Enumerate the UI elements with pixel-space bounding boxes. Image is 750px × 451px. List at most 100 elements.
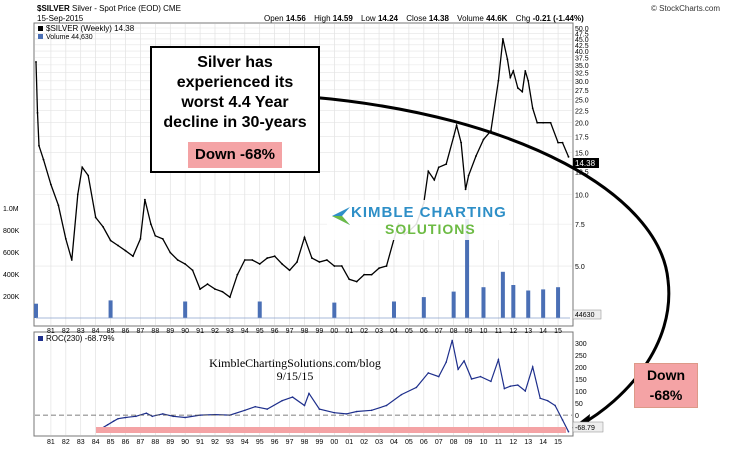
roc-legend: ROC(230) -68.79% — [46, 334, 114, 343]
roc-y-tick-label: 200 — [575, 365, 587, 372]
volume-y-tick-label: 600K — [3, 250, 20, 257]
roc-point — [567, 430, 570, 433]
roc-point — [470, 378, 473, 380]
price-y-tick-label: 10.0 — [575, 192, 589, 199]
roc-point — [303, 404, 306, 407]
open-label: Open — [264, 14, 284, 23]
price-point — [452, 135, 455, 138]
high-label: High — [314, 14, 331, 23]
price-point — [251, 259, 254, 261]
price-point — [184, 263, 187, 265]
price-point — [561, 141, 564, 144]
x-tick-label-bottom: 82 — [62, 439, 70, 446]
x-tick-label-top: 12 — [509, 328, 517, 335]
x-tick-label-bottom: 98 — [301, 439, 309, 446]
roc-point — [161, 413, 164, 415]
x-tick-label-top: 98 — [301, 328, 309, 335]
roc-point — [427, 372, 430, 374]
price-point — [236, 273, 239, 276]
roc-point — [385, 404, 388, 407]
side-callout-line-1: Down — [646, 367, 686, 383]
callout-down-badge: Down -68% — [188, 142, 282, 168]
x-tick-label-top: 15 — [554, 328, 562, 335]
price-point — [176, 259, 179, 261]
price-point — [433, 179, 436, 181]
price-panel-frame — [33, 22, 574, 327]
grid-lines — [35, 24, 572, 435]
price-y-tick-label: 17.5 — [575, 135, 589, 142]
price-last-tag-bg — [573, 158, 599, 168]
price-point — [509, 76, 512, 79]
price-point — [124, 249, 127, 252]
roc-point — [151, 415, 154, 418]
x-tick-label-top: 87 — [137, 328, 145, 335]
roc-point — [479, 375, 482, 378]
price-point — [258, 263, 261, 265]
roc-pink-band — [96, 427, 566, 433]
x-tick-label-top: 95 — [256, 328, 264, 335]
close-value: 14.38 — [428, 14, 449, 23]
x-tick-label-top: 97 — [286, 328, 294, 335]
volume-y-tick-label: 800K — [3, 228, 20, 235]
price-point — [191, 269, 194, 272]
price-point — [460, 141, 463, 144]
x-tick-label-bottom: 94 — [241, 439, 249, 446]
roc-point — [291, 396, 294, 398]
x-tick-label-top: 86 — [122, 328, 130, 335]
side-down-callout: Down -68% — [634, 363, 698, 408]
roc-point — [490, 380, 492, 383]
roc-point — [172, 415, 175, 418]
x-tick-label-top: 91 — [196, 328, 204, 335]
volume-bar — [332, 302, 337, 318]
x-tick-label-bottom: 02 — [360, 439, 368, 446]
price-y-tick-label: 32.5 — [575, 71, 589, 78]
price-point — [132, 255, 134, 258]
x-tick-label-bottom: 09 — [465, 439, 473, 446]
kimble-logo: KIMBLE CHARTING SOLUTIONS — [327, 200, 509, 240]
x-tick-label-top: 83 — [77, 328, 85, 335]
roc-last-tag: -68.79 — [575, 425, 595, 432]
x-tick-label-top: 96 — [271, 328, 279, 335]
roc-point — [333, 411, 336, 414]
x-tick-label-bottom: 90 — [181, 439, 189, 446]
price-point — [206, 283, 209, 285]
price-point — [455, 124, 458, 127]
volume-bar — [183, 301, 188, 318]
roc-point — [124, 416, 127, 419]
price-point — [221, 290, 224, 293]
x-tick-label-bottom: 91 — [196, 439, 204, 446]
price-point — [311, 257, 313, 259]
x-tick-label-top: 13 — [524, 328, 532, 335]
blog-url: KimbleChartingSolutions.com/blog — [209, 356, 381, 370]
kimble-logo-mark-icon — [332, 207, 350, 225]
volume-bar — [541, 289, 546, 318]
x-tick-label-top: 92 — [211, 328, 219, 335]
price-point — [542, 121, 545, 124]
price-point — [243, 259, 246, 261]
price-point — [161, 238, 164, 240]
volume-bar — [421, 297, 426, 318]
price-y-tick-label: 7.5 — [575, 222, 585, 229]
x-tick-label-top: 09 — [465, 328, 473, 335]
price-point — [536, 121, 539, 124]
volume-legend: Volume 44,630 — [46, 34, 93, 41]
x-tick-label-bottom: 15 — [554, 439, 562, 446]
roc-point — [135, 415, 137, 418]
price-point — [199, 288, 201, 291]
stockcharts-credit: © StockCharts.com — [651, 4, 721, 13]
price-y-tick-label: 25.0 — [575, 98, 589, 105]
roc-point — [106, 423, 109, 426]
x-tick-label-bottom: 93 — [226, 439, 234, 446]
price-point — [303, 236, 306, 239]
x-tick-label-top: 11 — [495, 328, 502, 335]
callout-line-3: worst 4.4 Year — [181, 94, 289, 111]
price-point — [35, 61, 37, 63]
roc-point — [437, 375, 440, 378]
volume-bar — [511, 285, 516, 318]
callout-line-1: Silver has — [197, 54, 273, 71]
price-point — [288, 269, 291, 272]
price-point — [117, 244, 119, 247]
x-tick-label-top: 14 — [539, 328, 547, 335]
price-point — [64, 238, 67, 240]
price-point — [266, 257, 269, 259]
